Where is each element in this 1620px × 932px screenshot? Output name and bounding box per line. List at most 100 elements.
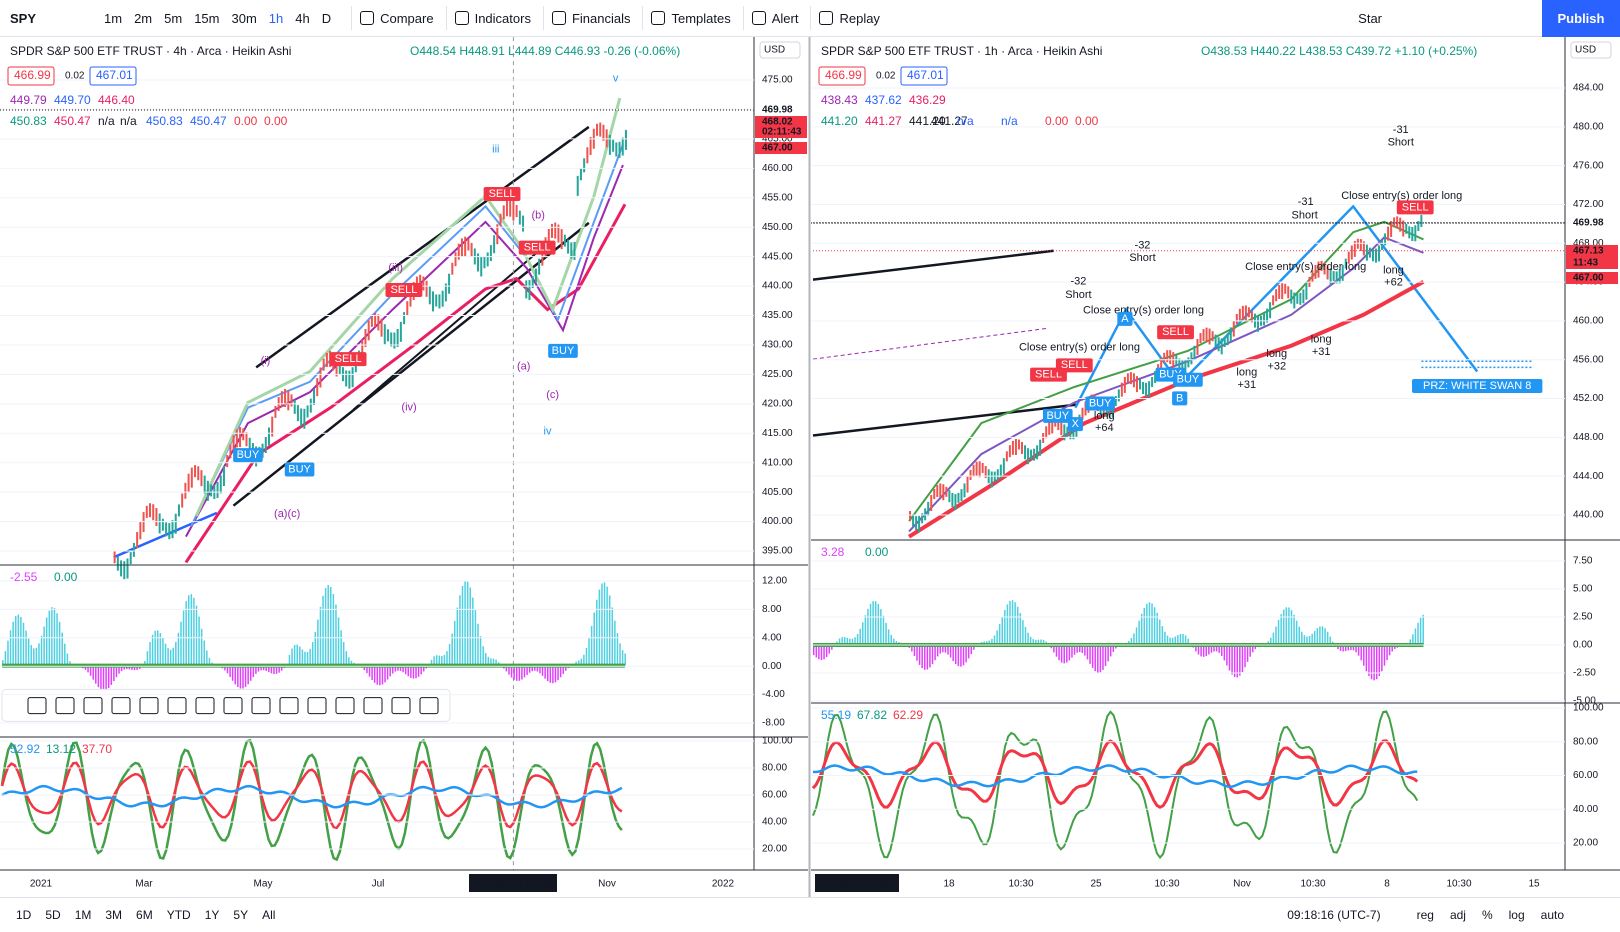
toolbar-button[interactable]: Replay bbox=[810, 6, 891, 30]
toolbar-button[interactable]: Alert bbox=[742, 6, 811, 30]
histogram-bar bbox=[239, 665, 242, 689]
osc-tick-label: 5.00 bbox=[1573, 584, 1593, 595]
interval-button[interactable]: 5m bbox=[164, 10, 183, 26]
histogram-bar bbox=[1164, 631, 1166, 645]
histogram-bar bbox=[554, 665, 557, 683]
annotation: +32 bbox=[1267, 360, 1286, 372]
range-button[interactable]: 5D bbox=[45, 908, 61, 922]
time-label: Nov bbox=[598, 879, 616, 890]
histogram-bar bbox=[1324, 628, 1326, 645]
time-label: 15 bbox=[1528, 879, 1540, 890]
annotation: +62 bbox=[1384, 277, 1403, 289]
histogram-bar bbox=[43, 626, 45, 666]
candle bbox=[927, 501, 930, 516]
price-tick-label: 456.00 bbox=[1573, 354, 1604, 365]
histogram-bar bbox=[330, 587, 332, 666]
candle bbox=[1408, 226, 1411, 239]
interval-button[interactable]: 30m bbox=[231, 10, 257, 26]
price-tag-label: 468.02 bbox=[762, 117, 793, 128]
candle bbox=[145, 505, 148, 518]
candle bbox=[945, 486, 948, 497]
scale-option[interactable]: log bbox=[1508, 908, 1525, 922]
scale-option[interactable]: reg bbox=[1416, 908, 1434, 922]
toolbar-button[interactable]: Templates bbox=[642, 6, 742, 30]
histogram-bar bbox=[1319, 626, 1321, 645]
histogram-bar bbox=[580, 658, 583, 666]
drawing-line bbox=[812, 403, 1078, 437]
interval-button[interactable]: 1h bbox=[268, 10, 284, 26]
candle bbox=[364, 329, 367, 348]
candle bbox=[1081, 407, 1084, 420]
histogram-bar bbox=[1342, 645, 1344, 652]
toolbar-button[interactable]: Financials bbox=[542, 6, 643, 30]
histogram-bar bbox=[559, 665, 562, 678]
candle bbox=[345, 370, 348, 387]
interval-button[interactable]: 4h bbox=[295, 10, 310, 26]
histogram-bar bbox=[1419, 617, 1422, 645]
annotation-box bbox=[548, 343, 578, 358]
interval-button[interactable]: 2m bbox=[134, 10, 153, 26]
histogram-bar bbox=[526, 665, 528, 675]
range-button[interactable]: 3M bbox=[105, 908, 123, 922]
candle bbox=[267, 427, 270, 446]
annotation: long bbox=[1266, 348, 1287, 360]
range-button[interactable]: 1M bbox=[74, 908, 92, 922]
osc-tick-label: 7.50 bbox=[1573, 556, 1593, 567]
candle bbox=[451, 262, 454, 275]
interval-button[interactable]: 1m bbox=[104, 10, 123, 26]
range-button[interactable]: 6M bbox=[136, 908, 153, 922]
annotation: iv bbox=[544, 425, 552, 437]
scale-option[interactable]: auto bbox=[1540, 908, 1564, 922]
histogram-bar bbox=[231, 665, 234, 681]
annotation-box bbox=[1173, 372, 1203, 387]
scale-option[interactable]: % bbox=[1481, 908, 1493, 922]
symbol[interactable]: SPY bbox=[10, 10, 37, 26]
histogram-bar bbox=[619, 643, 621, 666]
histogram-bar bbox=[456, 607, 459, 666]
annotation: Short bbox=[1129, 252, 1155, 264]
scale-option[interactable]: adj bbox=[1449, 908, 1466, 922]
candle bbox=[136, 532, 139, 549]
histogram-bar bbox=[20, 616, 22, 666]
price-tick-label: 455.00 bbox=[762, 192, 793, 203]
histogram-bar bbox=[1221, 645, 1223, 657]
interval-button[interactable]: D bbox=[321, 10, 332, 26]
candle bbox=[1353, 240, 1356, 257]
candle bbox=[390, 332, 393, 347]
histogram-bar bbox=[1014, 602, 1016, 645]
histogram-bar bbox=[942, 645, 944, 653]
candle bbox=[1181, 360, 1184, 375]
range-button[interactable]: YTD bbox=[166, 908, 191, 922]
histogram-bar bbox=[510, 665, 513, 678]
price-tick-label: 472.00 bbox=[1573, 199, 1604, 210]
annotation: (a) bbox=[517, 360, 530, 372]
toolbar-button[interactable]: Indicators bbox=[445, 6, 543, 30]
range-button[interactable]: 1Y bbox=[204, 908, 220, 922]
publish-button[interactable]: Publish bbox=[1542, 0, 1620, 37]
candle bbox=[354, 360, 357, 373]
button-group: Compare Indicators Financials Templates Aler… bbox=[351, 6, 892, 30]
price-tag-label: 469.98 bbox=[762, 105, 793, 116]
histogram-bar bbox=[113, 665, 115, 682]
range-button[interactable]: 5Y bbox=[233, 908, 249, 922]
histogram-bar bbox=[893, 638, 895, 645]
histogram-bar bbox=[304, 651, 306, 666]
histogram-bar bbox=[402, 665, 404, 673]
range-button[interactable]: All bbox=[262, 908, 276, 922]
histogram-bar bbox=[949, 645, 952, 658]
histogram-bar bbox=[368, 665, 371, 677]
histogram-bar bbox=[1171, 637, 1174, 645]
histogram-bar bbox=[1200, 645, 1202, 657]
layout-name[interactable]: Star bbox=[1358, 10, 1382, 26]
histogram-bar bbox=[1097, 645, 1099, 673]
candle bbox=[1272, 295, 1275, 306]
drawing-line bbox=[812, 764, 1418, 788]
candle bbox=[534, 268, 537, 283]
histogram-bar bbox=[87, 665, 89, 673]
interval-button[interactable]: 15m bbox=[194, 10, 220, 26]
toolbar-button[interactable]: Compare bbox=[351, 6, 445, 30]
range-button[interactable]: 1D bbox=[16, 908, 32, 922]
drawings bbox=[0, 37, 1565, 870]
candle bbox=[1105, 405, 1108, 418]
candle bbox=[957, 492, 960, 503]
